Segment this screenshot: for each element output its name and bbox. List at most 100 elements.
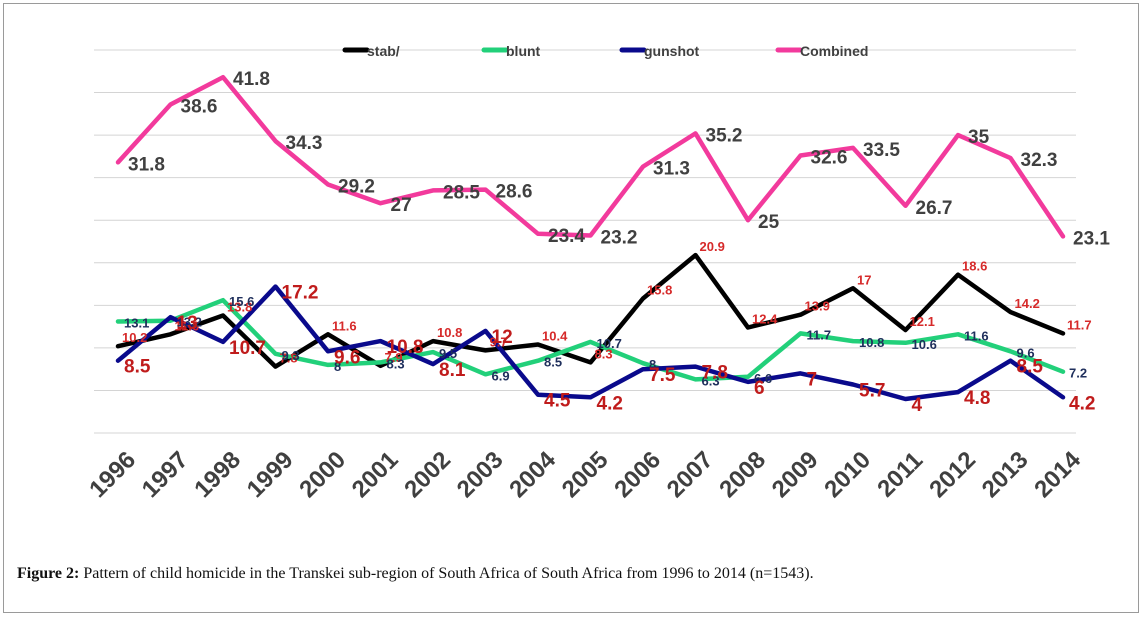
data-label: 6.9: [492, 368, 510, 383]
data-label: 9.7: [490, 334, 508, 349]
data-label: 17.2: [282, 283, 319, 304]
data-label: 9.6: [1017, 345, 1035, 360]
figure-caption: Figure 2: Pattern of child homicide in t…: [17, 565, 814, 583]
data-label: 8: [334, 359, 341, 374]
data-label: 10.8: [387, 337, 424, 358]
series-line: [115, 252, 1066, 369]
data-label: 23.1: [1073, 228, 1110, 249]
data-label: 7.9: [385, 350, 403, 365]
data-label: 29.2: [338, 176, 375, 197]
data-label: 7: [807, 369, 818, 390]
data-label: 35: [968, 127, 990, 148]
data-label: 8: [649, 357, 656, 372]
data-label: 14.2: [1015, 296, 1040, 311]
data-label: 10.7: [229, 338, 266, 359]
data-label: 11.6: [175, 318, 200, 333]
data-label: 7.8: [280, 351, 298, 366]
data-label: 10.8: [437, 325, 462, 340]
data-label: 32.6: [811, 148, 848, 169]
data-label: 7.5: [649, 365, 676, 386]
x-tick-label: 2010: [819, 446, 876, 503]
legend-label: gunshot: [644, 43, 700, 59]
x-axis-ticks: 1996199719981999200020012002200320042005…: [84, 446, 1086, 503]
series-line: [115, 284, 1066, 402]
data-label: 13.9: [805, 299, 830, 314]
data-label: 4: [912, 395, 923, 416]
gridlines: [94, 49, 1076, 434]
data-label: 9.6: [334, 347, 360, 368]
data-label: 28.5: [443, 182, 480, 203]
data-label: 26.7: [916, 198, 953, 219]
x-tick-label: 2004: [504, 446, 561, 503]
data-label: 7.2: [1069, 366, 1087, 381]
data-label: 8.5: [544, 355, 562, 370]
data-label: 11.7: [1067, 317, 1092, 332]
data-label: 8.5: [1017, 357, 1044, 378]
data-label: 10.6: [912, 337, 937, 352]
data-label: 28.6: [496, 182, 533, 203]
series-line: [115, 297, 1066, 382]
legend-label: blunt: [506, 43, 541, 59]
data-label: 6: [754, 378, 765, 399]
data-label: 15.6: [229, 294, 254, 309]
data-label: 6.6: [754, 371, 772, 386]
data-label: 15.8: [647, 283, 672, 298]
data-label: 9.5: [439, 346, 457, 361]
data-label: 11.6: [332, 318, 357, 333]
data-label: 4.2: [597, 393, 623, 414]
data-label: 32.3: [1021, 150, 1058, 171]
data-label: 6.3: [702, 373, 720, 388]
data-label: 13.8: [227, 300, 252, 315]
data-label: 11.6: [964, 328, 989, 343]
figure-frame: stab/blunt gunshot Combined 10.2 11.6 13.8 7.…: [3, 3, 1139, 613]
data-label: 31.8: [128, 154, 165, 175]
x-tick-label: 2013: [977, 446, 1034, 503]
data-label: 4.2: [1069, 393, 1095, 414]
data-label: 13.2: [177, 315, 202, 330]
data-label: 4.5: [544, 391, 571, 412]
data-label: 8.5: [124, 357, 151, 378]
data-label: 12.4: [752, 311, 778, 326]
data-label: 4.8: [964, 388, 990, 409]
x-tick-label: 2008: [714, 446, 771, 503]
data-label: 34.3: [286, 133, 323, 154]
data-label: 13.1: [124, 316, 149, 331]
data-label: 10.7: [597, 336, 622, 351]
x-tick-label: 2014: [1029, 446, 1086, 503]
data-label: 13: [177, 313, 198, 334]
data-label: 33.5: [863, 140, 900, 161]
data-label: 31.3: [653, 159, 690, 180]
x-tick-label: 2001: [347, 446, 404, 503]
data-label: 12.1: [910, 314, 935, 329]
data-label: 25: [758, 212, 780, 233]
data-label: 41.8: [233, 69, 270, 90]
data-label: 20.9: [700, 239, 725, 254]
data-label: 9.3: [282, 348, 300, 363]
legend-label: stab/: [367, 43, 400, 59]
x-tick-label: 2006: [609, 446, 666, 503]
data-label: 10.8: [859, 335, 884, 350]
legend-label: Combined: [800, 43, 868, 59]
data-label: 8.3: [387, 356, 405, 371]
data-label: 7.8: [702, 363, 728, 384]
x-tick-label: 2009: [767, 446, 824, 503]
x-tick-label: 1998: [189, 446, 246, 503]
data-label: 17: [857, 272, 871, 287]
x-tick-label: 2002: [399, 446, 456, 503]
x-tick-label: 1997: [137, 446, 194, 503]
x-tick-label: 2003: [452, 446, 509, 503]
x-tick-label: 2011: [872, 447, 928, 503]
data-label: 12: [492, 327, 513, 348]
data-label: 11.7: [807, 327, 832, 342]
x-tick-label: 2012: [924, 446, 981, 503]
data-label: 10.4: [542, 328, 568, 343]
data-label: 8.3: [595, 346, 613, 361]
legend: stab/blunt gunshot Combined: [342, 43, 868, 59]
data-label: 5.7: [859, 380, 885, 401]
x-tick-label: 2000: [294, 446, 351, 503]
caption-text: Pattern of child homicide in the Transke…: [79, 565, 814, 582]
series-line: [115, 74, 1066, 239]
x-tick-label: 1999: [242, 446, 299, 503]
series-lines: [115, 74, 1066, 402]
data-label: 23.4: [548, 226, 585, 247]
